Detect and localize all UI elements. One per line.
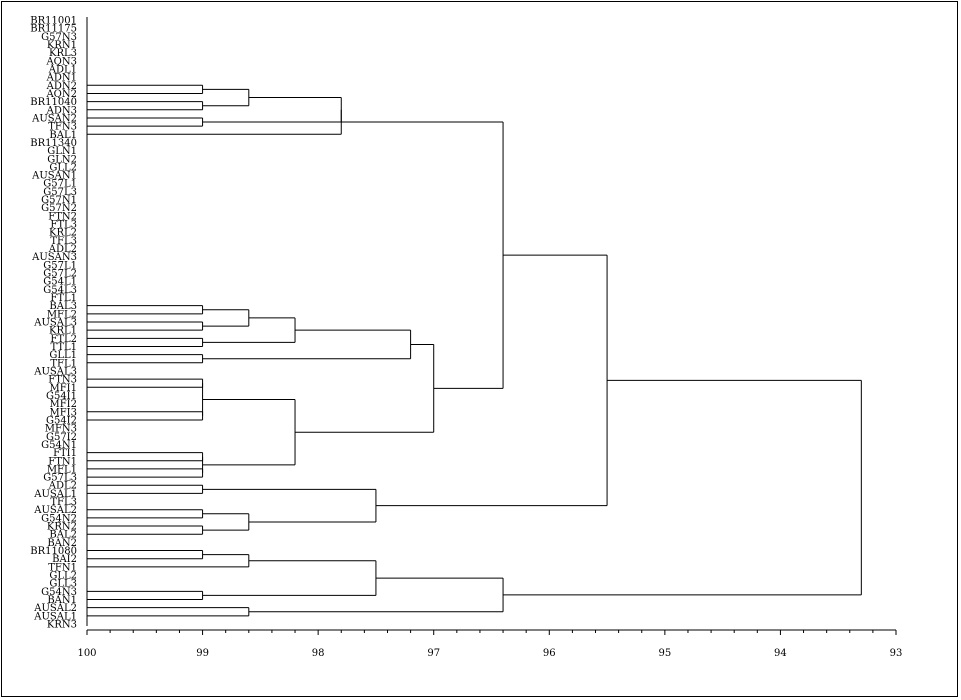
leaf-label: TFL1 (50, 358, 77, 369)
leaf-label: GLL3 (49, 579, 77, 590)
leaf-label: BR11080 (30, 546, 77, 557)
leaf-label: ADL2 (48, 244, 77, 255)
leaf-label: BR11001 (30, 16, 77, 27)
leaf-label: BR11040 (30, 97, 77, 108)
leaf-label: KRN1 (47, 40, 77, 51)
leaf-label: MFN3 (45, 424, 77, 435)
leaf-label: AUSAN2 (31, 113, 77, 124)
x-tick-label: 99 (196, 648, 209, 659)
leaf-label: ADN1 (46, 73, 77, 84)
leaf-label: BAL2 (49, 530, 77, 541)
leaf-label: FTN1 (48, 456, 77, 467)
leaf-label: GLN1 (47, 146, 77, 157)
leaf-label: BAN1 (47, 595, 77, 606)
leaf-label: FTN3 (48, 375, 77, 386)
dendrogram-links (86, 17, 862, 626)
leaf-label: G57N3 (41, 32, 77, 43)
leaf-label: TFL3 (50, 236, 77, 247)
leaf-label: G57L3 (43, 187, 77, 198)
leaf-label: MFL2 (47, 309, 77, 320)
leaf-label: GLL2 (49, 571, 77, 582)
leaf-label: BAN2 (47, 538, 77, 549)
leaf-label: G57L1 (43, 260, 77, 271)
leaf-label: G54L1 (43, 277, 77, 288)
x-tick-label: 97 (427, 648, 440, 659)
leaf-label: GLL2 (49, 162, 77, 173)
leaf-label: AUSAL1 (33, 611, 77, 622)
leaf-label: G54I2 (46, 415, 77, 426)
leaf-label: TFL3 (50, 497, 77, 508)
leaf-label: G54N3 (41, 587, 77, 598)
leaf-label: BAI2 (52, 554, 77, 565)
leaf-label: AUSAL1 (33, 489, 77, 500)
leaf-label: G57L1 (43, 179, 77, 190)
x-tick-label: 94 (774, 648, 787, 659)
leaf-label: BR11175 (30, 24, 77, 35)
leaf-label: FTL3 (50, 220, 77, 231)
leaf-label: TFN1 (48, 562, 77, 573)
leaf-label: AQN3 (45, 56, 77, 67)
leaf-label: AQN2 (45, 89, 77, 100)
leaf-label: G54N1 (41, 440, 77, 451)
leaf-label: G54I1 (46, 391, 77, 402)
leaf-label: KRL1 (49, 326, 77, 337)
leaf-labels: BR11001BR11175G57N3KRN1KRL3AQN3ADL1ADN1A… (30, 16, 77, 631)
leaf-label: KRN2 (47, 522, 77, 533)
leaf-label: AUSAL3 (33, 318, 77, 329)
leaf-label: KRL2 (49, 228, 77, 239)
leaf-label: FTI1 (53, 448, 77, 459)
leaf-label: BAL3 (49, 301, 77, 312)
leaf-label: TTL1 (50, 342, 77, 353)
leaf-label: FTL2 (50, 334, 77, 345)
leaf-label: BR11340 (30, 138, 77, 149)
leaf-label: MFI3 (50, 407, 78, 418)
leaf-label: FTL1 (50, 293, 77, 304)
leaf-label: MFI2 (50, 399, 78, 410)
leaf-label: ADL1 (48, 64, 77, 75)
leaf-label: ADN3 (46, 105, 77, 116)
x-tick-label: 96 (543, 648, 556, 659)
leaf-label: G54L3 (43, 285, 77, 296)
leaf-label: KRN3 (47, 620, 77, 631)
leaf-label: G57I2 (46, 432, 77, 443)
x-tick-label: 98 (312, 648, 325, 659)
leaf-label: G54N2 (41, 513, 77, 524)
leaf-label: AUSAL2 (33, 603, 77, 614)
leaf-label: G57L3 (43, 473, 77, 484)
x-tick-label: 93 (890, 648, 903, 659)
x-tick-label: 100 (77, 648, 96, 659)
leaf-label: ADL2 (48, 481, 77, 492)
leaf-label: AUSAL3 (33, 366, 77, 377)
leaf-label: MFL1 (47, 464, 77, 475)
leaf-label: BAL1 (49, 130, 77, 141)
leaf-label: TFN3 (48, 122, 77, 133)
x-axis: 100 99 98 97 96 95 94 93 (77, 629, 903, 659)
leaf-label: GLL1 (49, 350, 77, 361)
leaf-label: GLN2 (47, 154, 77, 165)
leaf-label: G57N1 (41, 195, 77, 206)
x-tick-label: 95 (658, 648, 671, 659)
leaf-label: MFI1 (50, 383, 78, 394)
leaf-label: AUSAL2 (33, 505, 77, 516)
leaf-label: FTN2 (48, 211, 77, 222)
leaf-label: G57L2 (43, 269, 77, 280)
leaf-label: ADN2 (46, 81, 77, 92)
leaf-label: G57N2 (41, 203, 77, 214)
leaf-label: AUSAN1 (31, 171, 77, 182)
leaf-label: AUSAN3 (31, 252, 77, 263)
leaf-label: KRL3 (49, 48, 77, 59)
